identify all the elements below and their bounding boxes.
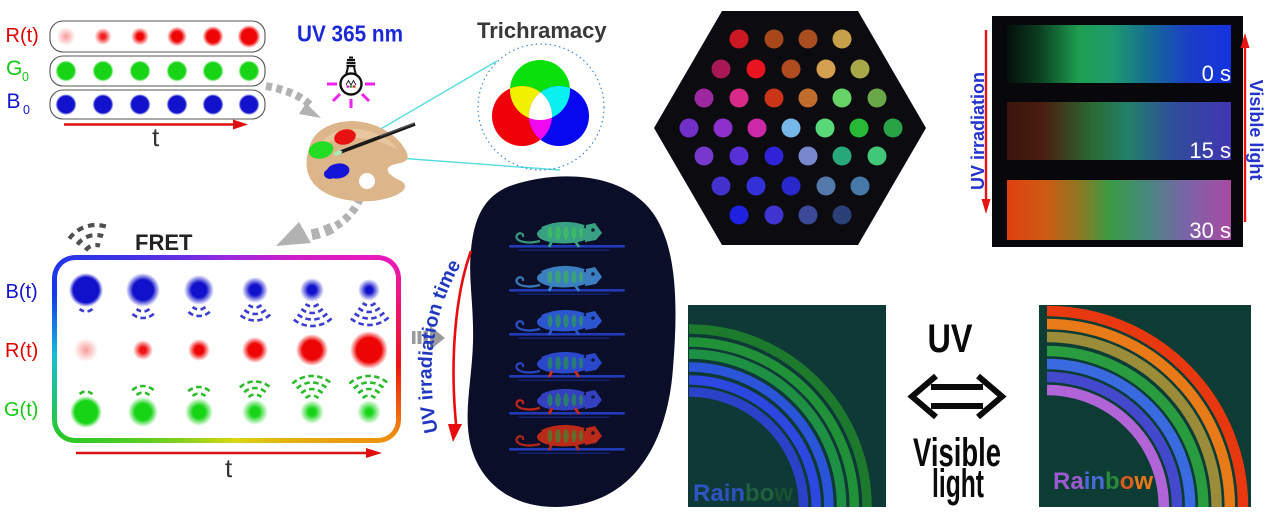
svg-text:Visible: Visible [913, 431, 1001, 475]
svg-text:Visible light: Visible light [1246, 80, 1266, 181]
svg-text:0: 0 [22, 70, 29, 84]
svg-text:Trichramacy: Trichramacy [477, 18, 607, 43]
svg-text:UV 365 nm: UV 365 nm [297, 21, 403, 47]
svg-text:0 s: 0 s [1202, 61, 1231, 86]
svg-text:UV: UV [928, 317, 973, 361]
svg-text:B(t): B(t) [6, 281, 38, 303]
svg-text:G(t): G(t) [4, 399, 38, 421]
svg-text:R(t): R(t) [6, 25, 39, 47]
svg-text:FRET: FRET [135, 230, 193, 255]
svg-text:UV irradiation time: UV irradiation time [415, 256, 466, 435]
svg-text:light: light [932, 462, 984, 506]
svg-text:UV irradiation: UV irradiation [968, 72, 988, 190]
svg-text:t: t [225, 453, 233, 483]
svg-text:B: B [7, 90, 21, 113]
svg-text:Rainbow: Rainbow [1053, 468, 1153, 495]
svg-text:0: 0 [23, 103, 30, 117]
svg-text:Rainbow: Rainbow [693, 480, 793, 507]
svg-text:15 s: 15 s [1189, 138, 1231, 163]
svg-text:t: t [152, 122, 160, 152]
svg-text:R(t): R(t) [5, 340, 38, 362]
svg-text:G: G [6, 57, 22, 80]
svg-text:30 s: 30 s [1189, 218, 1231, 243]
